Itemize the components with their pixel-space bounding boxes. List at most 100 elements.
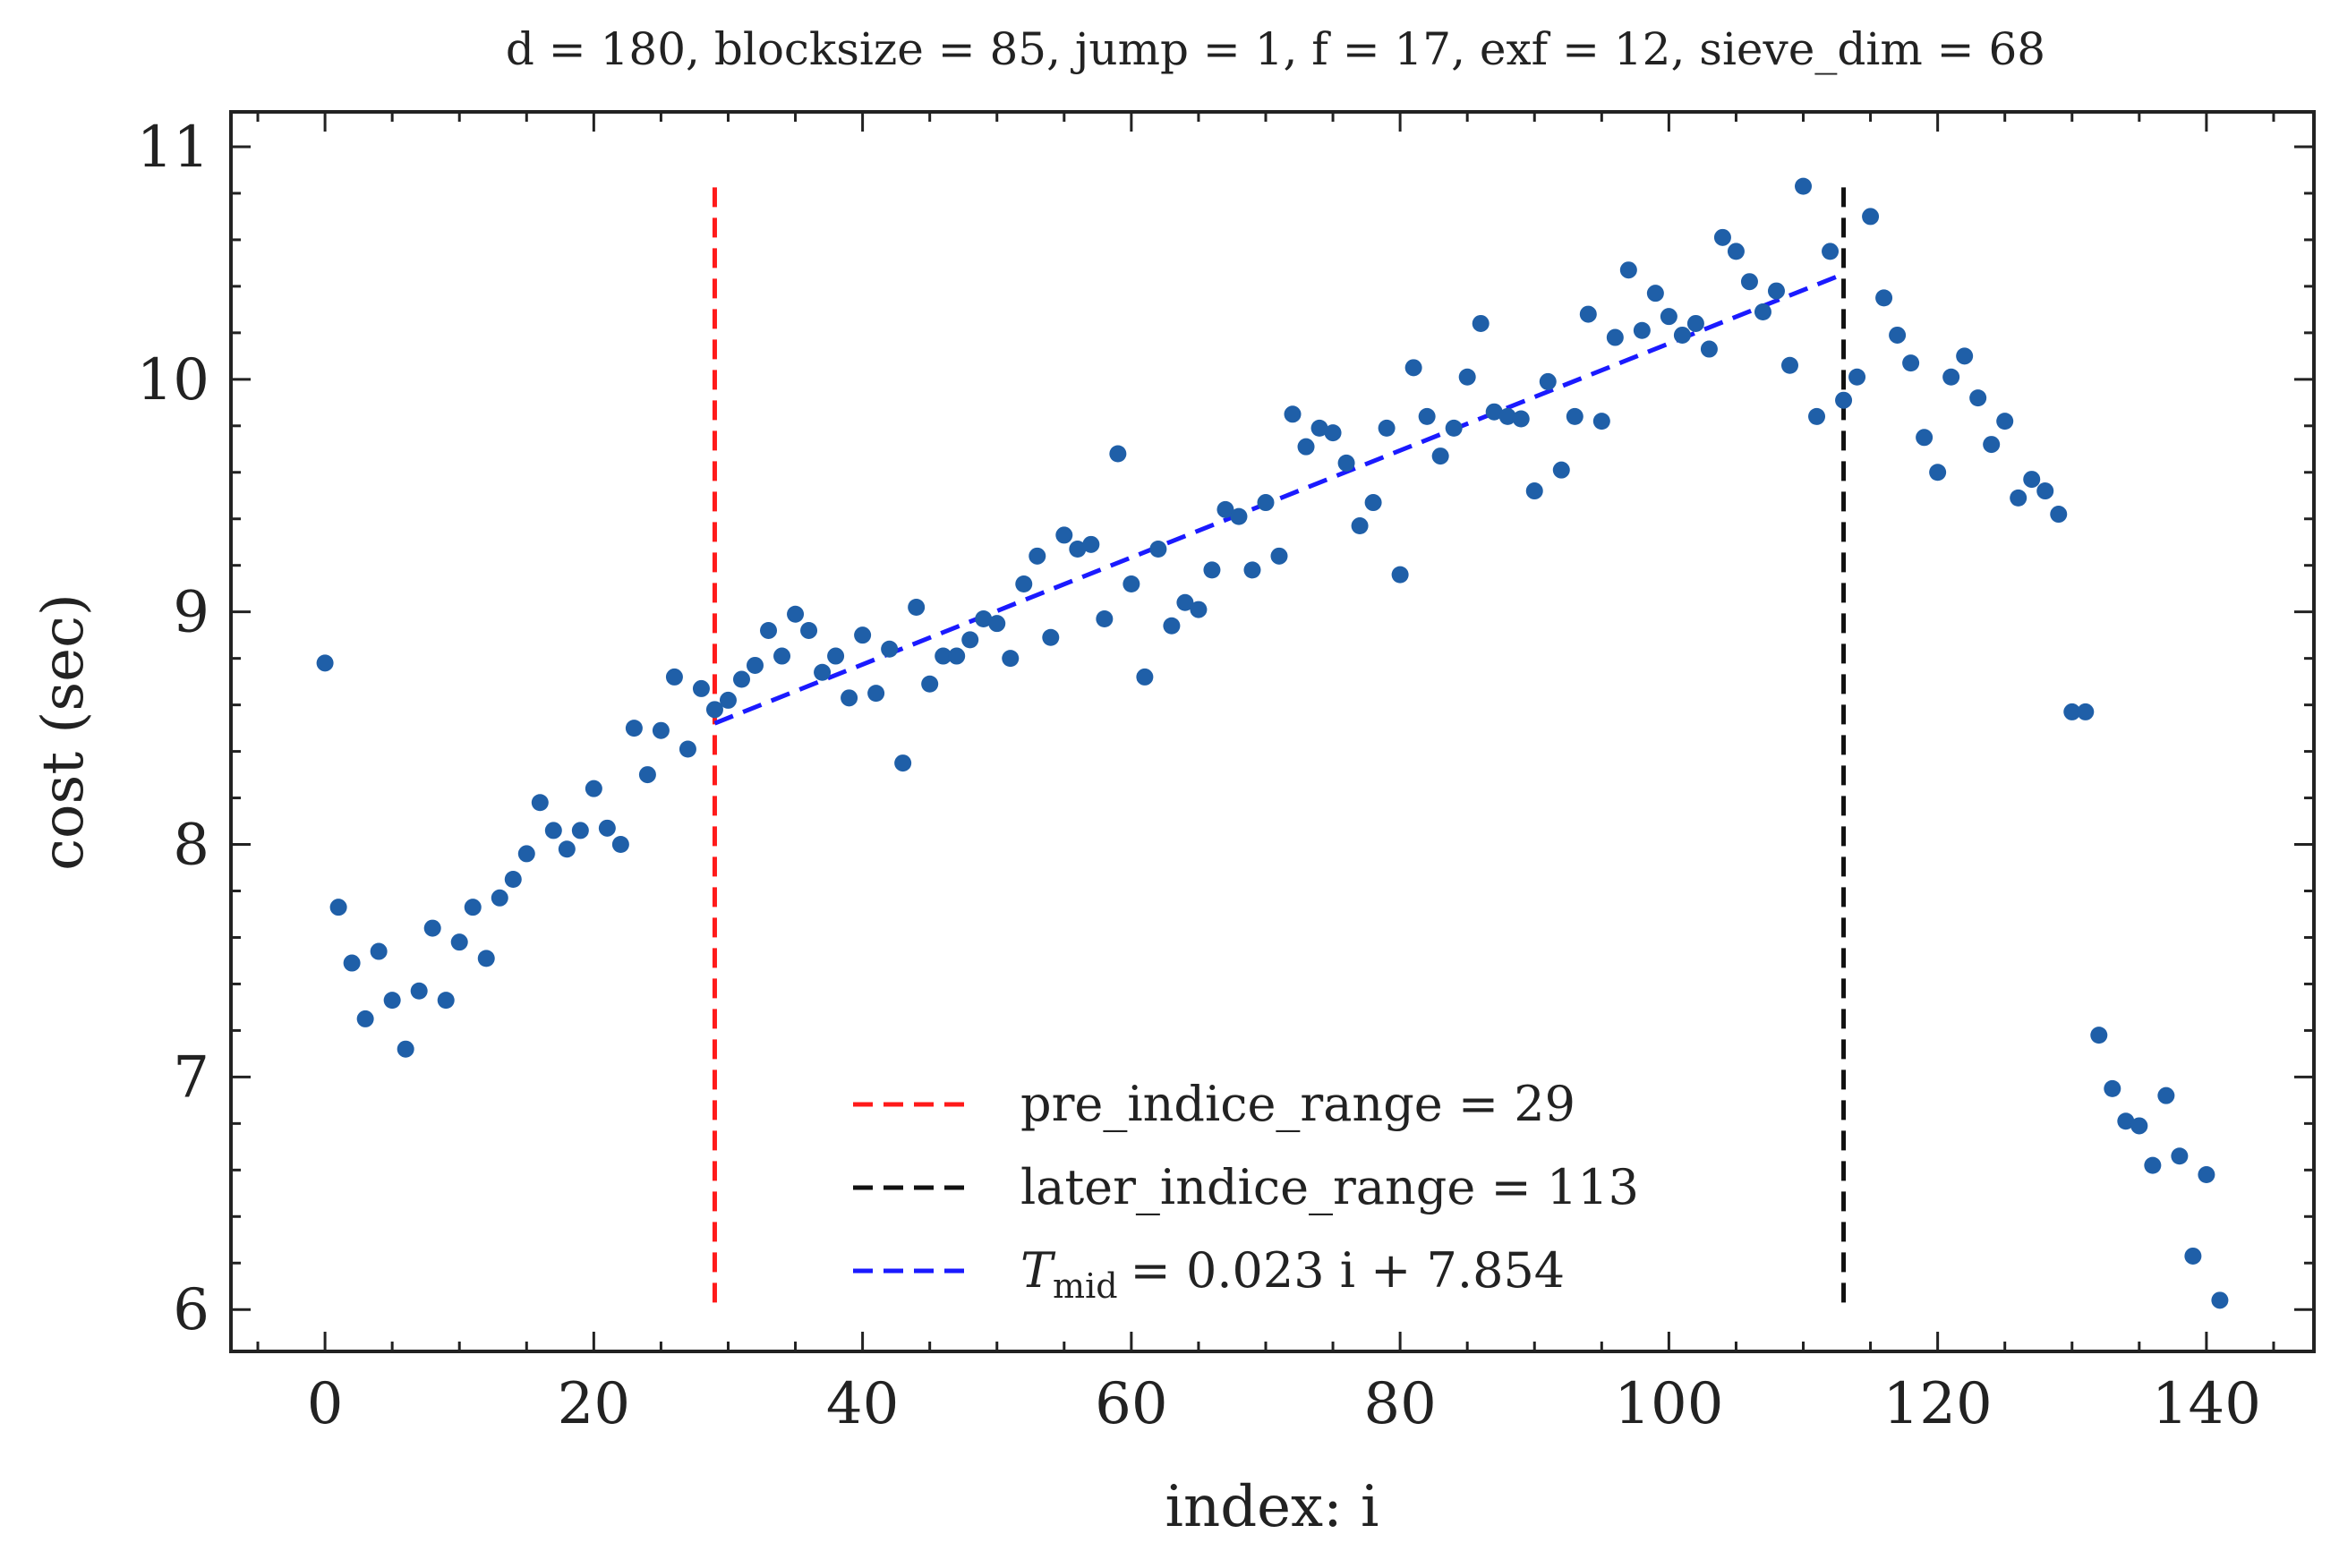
data-point xyxy=(1109,445,1127,463)
data-point xyxy=(397,1040,414,1058)
data-point xyxy=(598,819,616,837)
data-point xyxy=(1969,389,1987,407)
x-tick-label: 140 xyxy=(2152,1371,2261,1437)
data-point xyxy=(2171,1147,2189,1165)
data-point xyxy=(1727,243,1745,260)
data-point xyxy=(517,845,535,863)
data-point xyxy=(1055,526,1073,544)
data-point xyxy=(679,740,696,758)
data-point xyxy=(2184,1247,2202,1265)
data-point xyxy=(1889,326,1907,344)
y-tick-label: 8 xyxy=(173,813,209,879)
data-point xyxy=(894,754,912,772)
data-point xyxy=(329,899,347,916)
chart-title: d = 180, blocksize = 85, jump = 1, f = 1… xyxy=(506,23,2045,75)
data-point xyxy=(1378,419,1396,437)
data-point xyxy=(1123,575,1140,592)
data-point xyxy=(1445,419,1463,437)
y-tick-label: 10 xyxy=(137,347,209,413)
data-point xyxy=(2117,1112,2135,1130)
x-axis: 0 20 40 60 80 100 120 140 xyxy=(256,112,2275,1437)
data-point xyxy=(1351,517,1369,535)
data-point xyxy=(1512,410,1530,428)
data-point xyxy=(558,840,576,858)
data-point xyxy=(1297,438,1315,456)
data-point xyxy=(1404,359,1422,377)
plot-frame xyxy=(229,110,2316,1353)
data-point xyxy=(1808,407,1826,425)
data-point xyxy=(1983,436,2001,454)
data-point xyxy=(1230,507,1248,525)
data-point xyxy=(1096,609,1114,627)
data-point xyxy=(343,954,361,972)
data-point xyxy=(1203,561,1221,579)
fit-line xyxy=(713,271,1845,726)
data-point xyxy=(383,992,401,1010)
data-point xyxy=(1606,328,1624,346)
data-point xyxy=(1418,407,1436,425)
data-point xyxy=(2090,1027,2108,1044)
data-point xyxy=(1902,354,1920,372)
data-point xyxy=(2010,489,2027,507)
y-tick-label: 11 xyxy=(137,115,209,181)
data-point xyxy=(1015,575,1033,592)
data-point xyxy=(1498,407,1516,425)
data-point xyxy=(1082,535,1100,553)
legend-fit-equation: = 0.023 i + 7.854 xyxy=(1131,1242,1566,1299)
data-point xyxy=(2036,482,2054,500)
data-point xyxy=(1458,368,1476,386)
legend-label-pre: pre_indice_range = 29 xyxy=(1020,1076,1575,1132)
legend-label-fit: Tmid = 0.023 i + 7.854 xyxy=(1020,1242,1565,1306)
data-point xyxy=(1848,368,1866,386)
x-tick-label: 40 xyxy=(826,1371,899,1437)
legend-fit-subscript: mid xyxy=(1053,1266,1118,1306)
y-tick-label: 7 xyxy=(173,1044,209,1111)
x-tick-label: 80 xyxy=(1363,1371,1436,1437)
data-point xyxy=(719,691,737,709)
data-point xyxy=(2104,1079,2121,1097)
y-axis: 6 7 8 9 10 11 xyxy=(137,115,2314,1343)
data-point xyxy=(1700,340,1718,358)
data-point xyxy=(1552,461,1570,479)
data-point xyxy=(464,899,482,916)
data-point xyxy=(1754,303,1771,320)
data-point xyxy=(665,668,683,686)
data-point xyxy=(908,598,926,616)
y-axis-title: cost (sec) xyxy=(30,593,97,871)
data-point xyxy=(1069,541,1087,558)
data-point xyxy=(1391,566,1409,584)
data-point xyxy=(1472,314,1490,332)
data-point xyxy=(988,615,1006,633)
data-point xyxy=(1996,413,2014,430)
data-point xyxy=(732,670,750,688)
data-point xyxy=(504,871,522,889)
data-point xyxy=(491,889,508,907)
data-point xyxy=(2157,1087,2175,1104)
data-point xyxy=(1190,601,1208,618)
data-point xyxy=(1364,494,1382,512)
data-point xyxy=(827,647,845,665)
data-point xyxy=(652,721,670,739)
data-point xyxy=(1780,356,1798,374)
data-point xyxy=(961,631,979,649)
x-tick-label: 20 xyxy=(558,1371,630,1437)
data-point xyxy=(1633,321,1651,339)
data-point xyxy=(854,626,872,644)
data-point xyxy=(1713,228,1731,246)
data-point xyxy=(1284,405,1302,423)
data-point xyxy=(1795,177,1813,195)
data-point xyxy=(1216,500,1234,518)
legend-fit-symbol: T xyxy=(1020,1242,1056,1299)
data-point xyxy=(1525,482,1543,500)
data-point xyxy=(1822,243,1840,260)
data-point xyxy=(531,794,549,812)
y-tick-label: 9 xyxy=(173,580,209,646)
data-point xyxy=(1646,285,1664,303)
data-point xyxy=(544,822,562,839)
x-tick-label: 0 xyxy=(307,1371,344,1437)
data-point xyxy=(881,640,899,658)
data-point xyxy=(1310,419,1328,437)
data-point xyxy=(1592,413,1610,430)
data-point xyxy=(1029,547,1046,565)
data-point xyxy=(1270,547,1288,565)
